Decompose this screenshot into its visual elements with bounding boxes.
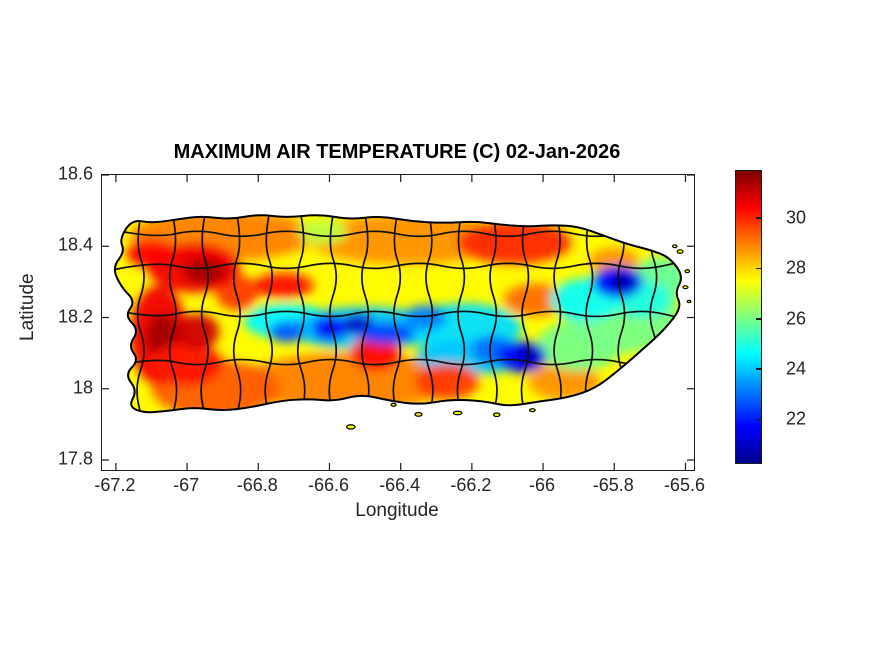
temperature-blob xyxy=(297,219,348,245)
islet xyxy=(345,424,356,430)
y-tick-label: 18.2 xyxy=(57,306,93,326)
temperature-blob xyxy=(126,239,177,268)
temperature-blob xyxy=(176,313,220,350)
x-axis-label: Longitude xyxy=(355,500,439,521)
islet xyxy=(684,269,690,274)
temperature-blob xyxy=(311,315,348,341)
x-tick-label: -66.6 xyxy=(307,475,349,495)
temperature-blob xyxy=(183,258,227,284)
colorbar-tick-mark xyxy=(756,318,761,320)
colorbar-tick-mark xyxy=(756,368,761,370)
y-tick-label: 18.4 xyxy=(57,234,93,255)
x-tick-label: -67 xyxy=(173,475,200,495)
coastline xyxy=(113,214,682,414)
islets xyxy=(345,244,692,430)
x-tick-label: -65.6 xyxy=(663,475,705,495)
islet xyxy=(682,285,689,290)
puerto-rico-temperature-map xyxy=(102,175,694,470)
temperature-blob xyxy=(357,322,415,345)
islet xyxy=(686,299,692,304)
temperature-blob xyxy=(503,283,568,316)
x-tick-label: -66.8 xyxy=(236,475,278,495)
temperature-blob xyxy=(414,363,479,400)
islet xyxy=(528,408,536,413)
y-tick-label: 17.8 xyxy=(57,448,93,469)
temperature-blob xyxy=(268,321,305,343)
islet xyxy=(390,402,397,407)
colorbar-tick-label: 22 xyxy=(786,408,807,429)
colorbar-tick-label: 26 xyxy=(786,308,807,329)
colorbar-tick-label: 28 xyxy=(786,257,807,278)
islet xyxy=(492,412,501,418)
colorbar-tick-label: 30 xyxy=(786,207,807,228)
islet xyxy=(414,412,423,417)
x-tick-label: -65.8 xyxy=(592,475,634,495)
temperature-blob xyxy=(528,363,601,400)
chart-title: MAXIMUM AIR TEMPERATURE (C) 02-Jan-2026 xyxy=(173,141,621,163)
x-tick-label: -66 xyxy=(529,475,556,495)
tick-marks xyxy=(102,175,694,470)
temperature-blob xyxy=(535,321,622,371)
temperature-field xyxy=(126,215,681,413)
colorbar-tick-label: 24 xyxy=(786,358,807,379)
plot-area xyxy=(101,174,695,471)
colorbar xyxy=(735,170,762,464)
y-tick-label: 18 xyxy=(72,377,93,398)
temperature-blob xyxy=(457,221,572,265)
temperature-blob xyxy=(404,305,447,330)
y-tick-label: 18.6 xyxy=(57,163,93,184)
temperature-blob xyxy=(610,272,636,291)
islet xyxy=(672,244,678,249)
temperature-blob xyxy=(308,215,508,265)
x-tick-label: -66.2 xyxy=(450,475,492,495)
colorbar-tick-mark xyxy=(756,418,761,421)
x-tick-label: -67.2 xyxy=(94,475,136,495)
temperature-blob xyxy=(240,353,455,411)
x-tick-label: -66.4 xyxy=(379,475,421,495)
islet xyxy=(452,410,463,416)
islet xyxy=(676,249,684,254)
colorbar-tick-mark xyxy=(756,217,761,219)
temperature-blob xyxy=(252,272,314,298)
colorbar-tick-mark xyxy=(756,267,761,270)
